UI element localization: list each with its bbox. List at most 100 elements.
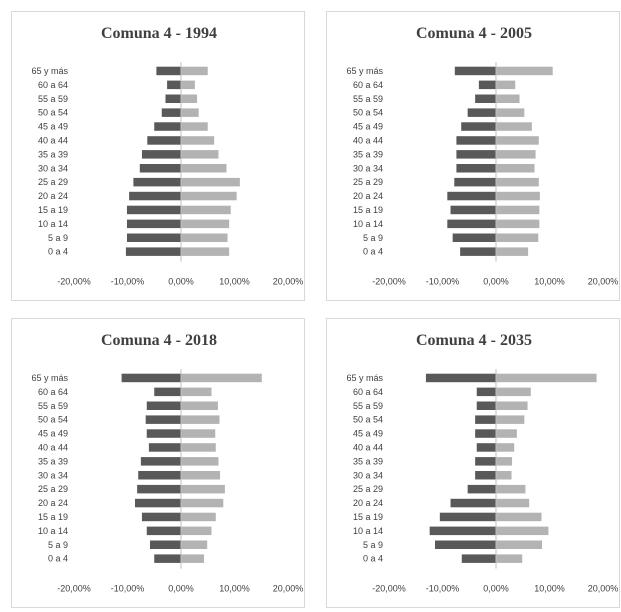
- bar-women: [181, 373, 262, 383]
- chart-panel-2035: Comuna 4 - 2035 65 y más 60 a 64 55 a 59 50 …: [326, 318, 620, 609]
- bar-women: [496, 205, 540, 215]
- bar-women: [181, 387, 212, 397]
- bar-men: [475, 457, 496, 466]
- chart-panel-2018: Comuna 4 - 2018 65 y más 60 a 64 55 a 59 50 …: [11, 318, 305, 609]
- bar-men: [456, 164, 496, 173]
- age-group-label: 60 a 64: [38, 80, 68, 90]
- age-group-label: 55 a 59: [353, 94, 383, 104]
- age-group-label: 60 a 64: [353, 80, 383, 90]
- age-group-label: 35 a 39: [38, 149, 68, 159]
- chart-title: Comuna 4 - 1994: [101, 25, 217, 42]
- bar-men: [126, 205, 181, 215]
- age-group-label: 10 a 14: [353, 526, 383, 536]
- pyramid-chart-2035: Comuna 4 - 2035 65 y más 60 a 64 55 a 59 50 …: [346, 332, 619, 609]
- bar-men: [146, 401, 181, 410]
- age-group-label: 30 a 34: [353, 470, 383, 480]
- age-group-label: 50 a 54: [353, 415, 383, 425]
- bar-men: [475, 94, 496, 103]
- bar-men: [126, 219, 181, 229]
- bar-women: [496, 498, 530, 508]
- age-group-label: 10 a 14: [353, 219, 383, 229]
- age-group-label: 0 a 4: [48, 247, 68, 257]
- bar-women: [496, 526, 549, 536]
- bar-women: [181, 80, 195, 90]
- x-tick-label: 10,00%: [219, 277, 250, 287]
- x-tick-label: -20,00%: [57, 584, 91, 594]
- age-group-label: 0 a 4: [363, 554, 383, 564]
- bar-men: [154, 122, 181, 131]
- chart-title: Comuna 4 - 2035: [416, 332, 532, 349]
- x-tick-label: -20,00%: [372, 584, 406, 594]
- bar-women: [181, 247, 230, 256]
- x-tick-label: 20,00%: [588, 584, 619, 594]
- bar-women: [181, 177, 240, 187]
- bar-women: [496, 191, 540, 201]
- age-group-label: 5 a 9: [363, 233, 383, 243]
- bar-men: [476, 443, 496, 452]
- bar-women: [496, 554, 523, 563]
- bar-men: [138, 471, 181, 480]
- age-group-label: 10 a 14: [38, 526, 68, 536]
- bar-men: [161, 108, 181, 117]
- bar-men: [121, 373, 181, 383]
- bar-men: [454, 66, 496, 76]
- bar-men: [147, 136, 181, 145]
- bar-women: [496, 401, 528, 410]
- bar-women: [496, 94, 520, 103]
- bar-women: [496, 247, 529, 256]
- age-group-label: 0 a 4: [363, 247, 383, 257]
- age-group-label: 40 a 44: [38, 442, 68, 452]
- bar-women: [496, 108, 525, 117]
- age-group-label: 25 a 29: [353, 484, 383, 494]
- bar-men: [450, 498, 496, 508]
- pyramid-chart-2005: Comuna 4 - 2005 65 y más 60 a 64 55 a 59 50 …: [346, 25, 618, 302]
- bar-men: [141, 512, 181, 522]
- age-group-label: 45 a 49: [38, 429, 68, 439]
- bar-women: [181, 429, 216, 438]
- age-group-label: 60 a 64: [38, 387, 68, 397]
- bar-men: [478, 80, 496, 90]
- bar-men: [450, 205, 496, 215]
- bar-women: [181, 471, 221, 480]
- bar-women: [181, 498, 224, 508]
- x-tick-label: -10,00%: [111, 277, 145, 287]
- age-group-label: 15 a 19: [353, 512, 383, 522]
- bar-women: [496, 471, 512, 480]
- age-group-label: 60 a 64: [353, 387, 383, 397]
- bar-women: [181, 94, 198, 103]
- bar-men: [475, 415, 496, 424]
- bar-women: [181, 108, 199, 117]
- bar-men: [165, 94, 181, 103]
- age-group-label: 45 a 49: [353, 122, 383, 132]
- x-tick-label: 20,00%: [273, 584, 304, 594]
- bar-men: [456, 150, 496, 159]
- age-group-label: 20 a 24: [353, 191, 383, 201]
- bar-men: [129, 191, 181, 201]
- x-tick-label: 10,00%: [534, 584, 565, 594]
- age-group-label: 40 a 44: [38, 135, 68, 145]
- bar-women: [496, 429, 517, 438]
- pyramid-chart-1994: Comuna 4 - 1994 65 y más 60 a 64 55 a 59 50 …: [31, 25, 303, 302]
- bar-men: [475, 429, 496, 438]
- x-tick-label: 0,00%: [483, 277, 509, 287]
- bar-women: [181, 457, 219, 466]
- age-group-label: 65 y más: [31, 66, 68, 76]
- bar-women: [181, 233, 228, 242]
- x-tick-label: 0,00%: [168, 277, 194, 287]
- bar-men: [137, 484, 181, 494]
- bar-men: [146, 526, 181, 536]
- x-tick-label: -10,00%: [111, 584, 145, 594]
- bar-men: [447, 191, 496, 201]
- bar-women: [496, 66, 553, 76]
- age-group-label: 40 a 44: [353, 442, 383, 452]
- bar-women: [496, 512, 542, 522]
- chart-title: Comuna 4 - 2005: [416, 25, 532, 42]
- bar-men: [154, 387, 181, 397]
- chart-title: Comuna 4 - 2018: [101, 332, 217, 349]
- age-group-label: 65 y más: [346, 66, 383, 76]
- bar-men: [139, 164, 181, 173]
- bar-women: [496, 150, 536, 159]
- bar-women: [496, 80, 516, 90]
- age-group-label: 0 a 4: [48, 554, 68, 564]
- age-group-label: 50 a 54: [353, 108, 383, 118]
